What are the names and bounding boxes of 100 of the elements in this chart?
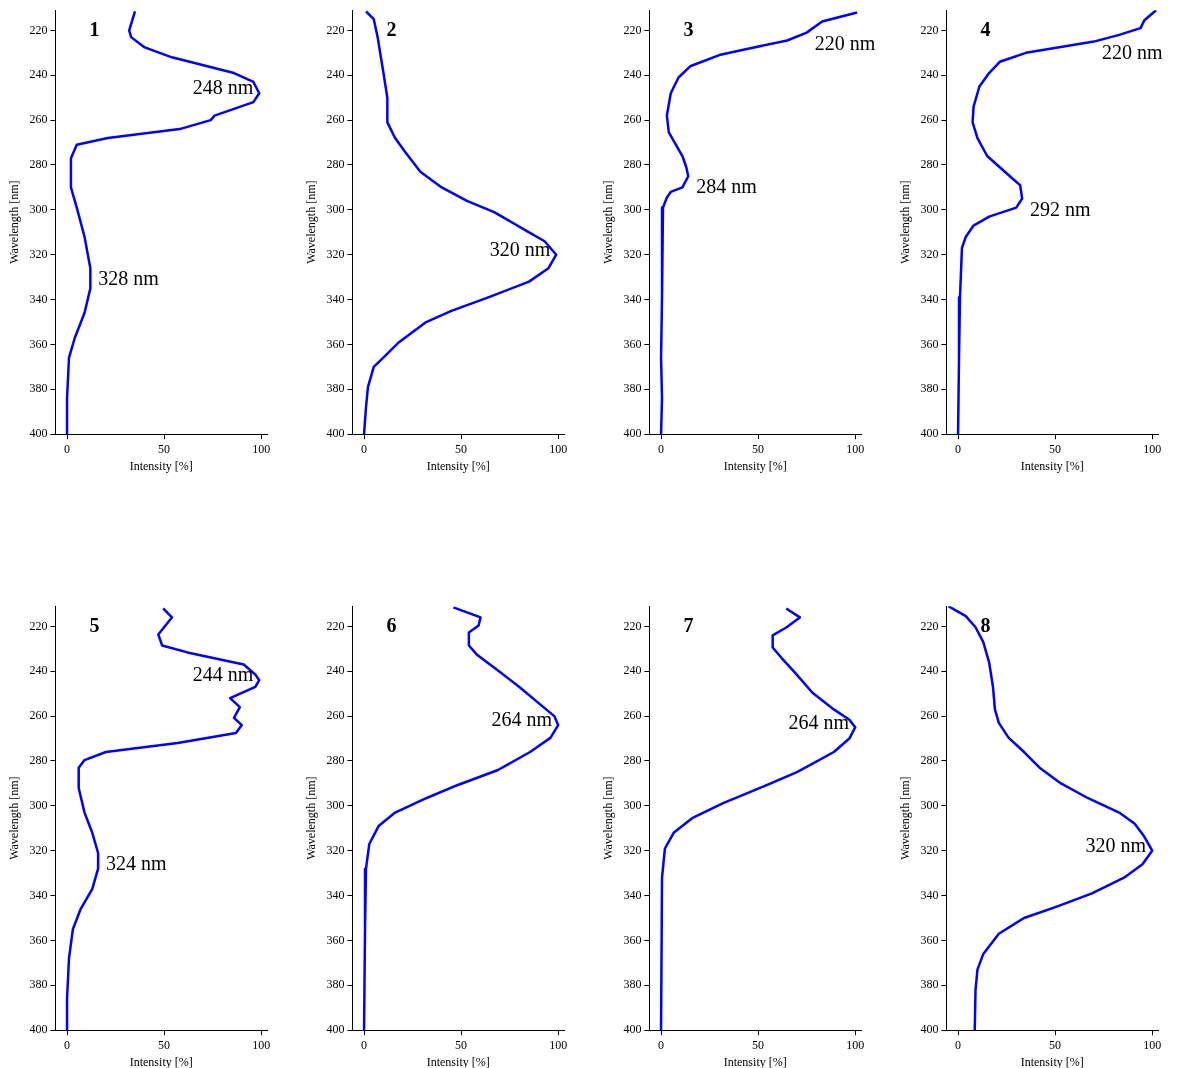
y-tick-label: 260 (623, 112, 642, 127)
x-tick-label: 50 (752, 1037, 765, 1052)
y-tick-label: 300 (326, 798, 345, 813)
y-tick-label: 220 (326, 22, 345, 37)
x-tick-label: 100 (549, 1037, 568, 1052)
x-tick-label: 50 (158, 1037, 171, 1052)
x-tick-label: 50 (455, 441, 468, 456)
annotation: 320 nm (1085, 833, 1147, 856)
x-axis-title: Intensity [%] (723, 1054, 787, 1068)
y-tick-label: 360 (29, 336, 48, 351)
x-axis-title: Intensity [%] (723, 458, 787, 473)
y-tick-label: 300 (623, 798, 642, 813)
y-tick-label: 260 (29, 708, 48, 723)
y-tick-label: 280 (920, 157, 939, 172)
x-tick-label: 100 (1143, 1037, 1162, 1052)
x-tick-label: 0 (658, 441, 665, 456)
y-tick-label: 220 (29, 22, 48, 37)
y-tick-label: 380 (920, 381, 939, 396)
chart-title: 3 (683, 18, 694, 41)
annotation: 320 nm (489, 237, 551, 260)
x-tick-label: 50 (158, 441, 171, 456)
y-tick-label: 280 (29, 753, 48, 768)
y-tick-label: 220 (920, 618, 939, 633)
chart-title: 4 (980, 18, 991, 41)
chart-title: 1 (89, 18, 100, 41)
y-tick-label: 240 (920, 67, 939, 82)
chart-title: 8 (980, 614, 991, 637)
y-tick-label: 340 (623, 291, 642, 306)
y-tick-label: 380 (920, 977, 939, 992)
y-tick-label: 340 (920, 887, 939, 902)
y-tick-label: 220 (29, 618, 48, 633)
x-tick-label: 100 (252, 1037, 271, 1052)
y-axis-title: Wavelength [nm] (7, 776, 22, 860)
y-tick-label: 380 (623, 977, 642, 992)
y-tick-label: 320 (29, 842, 48, 857)
chart-title: 2 (386, 18, 397, 41)
y-tick-label: 300 (29, 798, 48, 813)
x-tick-label: 0 (361, 441, 368, 456)
y-tick-label: 260 (29, 112, 48, 127)
chart-title: 5 (89, 614, 100, 637)
y-tick-label: 240 (623, 663, 642, 678)
y-tick-label: 400 (920, 426, 939, 441)
y-tick-label: 220 (326, 618, 345, 633)
x-axis-title: Intensity [%] (129, 458, 193, 473)
y-tick-label: 340 (29, 291, 48, 306)
y-tick-label: 380 (326, 381, 345, 396)
x-tick-label: 0 (361, 1037, 368, 1052)
y-tick-label: 260 (920, 708, 939, 723)
y-tick-label: 360 (920, 336, 939, 351)
y-tick-label: 360 (326, 932, 345, 947)
chart-title: 7 (683, 614, 694, 637)
x-tick-label: 0 (64, 441, 71, 456)
y-axis-title: Wavelength [nm] (898, 776, 913, 860)
y-tick-label: 340 (623, 887, 642, 902)
y-tick-label: 400 (29, 426, 48, 441)
y-tick-label: 340 (326, 887, 345, 902)
y-tick-label: 320 (623, 246, 642, 261)
x-tick-label: 0 (955, 441, 962, 456)
y-tick-label: 280 (326, 753, 345, 768)
y-tick-label: 220 (623, 22, 642, 37)
y-tick-label: 300 (920, 202, 939, 217)
y-axis-title: Wavelength [nm] (601, 180, 616, 264)
y-tick-label: 360 (29, 932, 48, 947)
y-tick-label: 220 (920, 22, 939, 37)
y-tick-label: 320 (920, 842, 939, 857)
annotation: 248 nm (192, 76, 254, 99)
y-tick-label: 340 (920, 291, 939, 306)
y-tick-label: 380 (29, 977, 48, 992)
x-tick-label: 0 (64, 1037, 71, 1052)
y-tick-label: 260 (623, 708, 642, 723)
x-tick-label: 50 (1049, 1037, 1062, 1052)
y-tick-label: 280 (623, 753, 642, 768)
x-axis-title: Intensity [%] (426, 458, 490, 473)
y-tick-label: 400 (623, 1022, 642, 1037)
y-tick-label: 320 (920, 246, 939, 261)
y-tick-label: 360 (623, 336, 642, 351)
y-tick-label: 360 (326, 336, 345, 351)
y-tick-label: 260 (326, 112, 345, 127)
y-tick-label: 280 (29, 157, 48, 172)
y-tick-label: 340 (326, 291, 345, 306)
y-axis-title: Wavelength [nm] (601, 776, 616, 860)
annotation: 292 nm (1030, 197, 1092, 220)
y-tick-label: 320 (326, 246, 345, 261)
chart-title: 6 (386, 614, 397, 637)
y-tick-label: 380 (326, 977, 345, 992)
x-tick-label: 0 (955, 1037, 962, 1052)
x-tick-label: 100 (1143, 441, 1162, 456)
y-tick-label: 380 (623, 381, 642, 396)
y-tick-label: 400 (326, 426, 345, 441)
y-tick-label: 400 (29, 1022, 48, 1037)
y-tick-label: 260 (326, 708, 345, 723)
x-axis-title: Intensity [%] (129, 1054, 193, 1068)
y-tick-label: 220 (623, 618, 642, 633)
annotation: 244 nm (192, 663, 254, 686)
y-tick-label: 240 (623, 67, 642, 82)
y-tick-label: 240 (326, 663, 345, 678)
annotation: 264 nm (788, 710, 850, 733)
x-axis-title: Intensity [%] (1020, 1054, 1084, 1068)
y-tick-label: 380 (29, 381, 48, 396)
y-tick-label: 320 (326, 842, 345, 857)
